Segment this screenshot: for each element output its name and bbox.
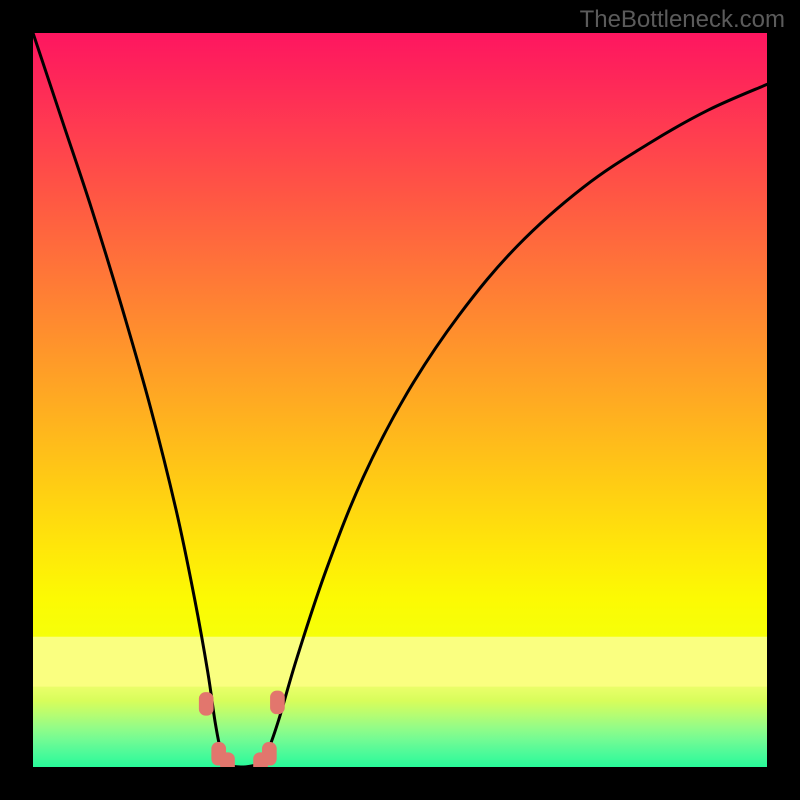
v-curve xyxy=(33,33,767,767)
curve-layer xyxy=(33,33,767,767)
markers xyxy=(199,691,285,767)
marker-dot xyxy=(220,752,235,767)
marker-dot xyxy=(199,692,214,715)
plot-area xyxy=(33,33,767,767)
watermark-text: TheBottleneck.com xyxy=(580,6,785,34)
marker-dot xyxy=(262,742,277,765)
marker-dot xyxy=(270,691,285,714)
